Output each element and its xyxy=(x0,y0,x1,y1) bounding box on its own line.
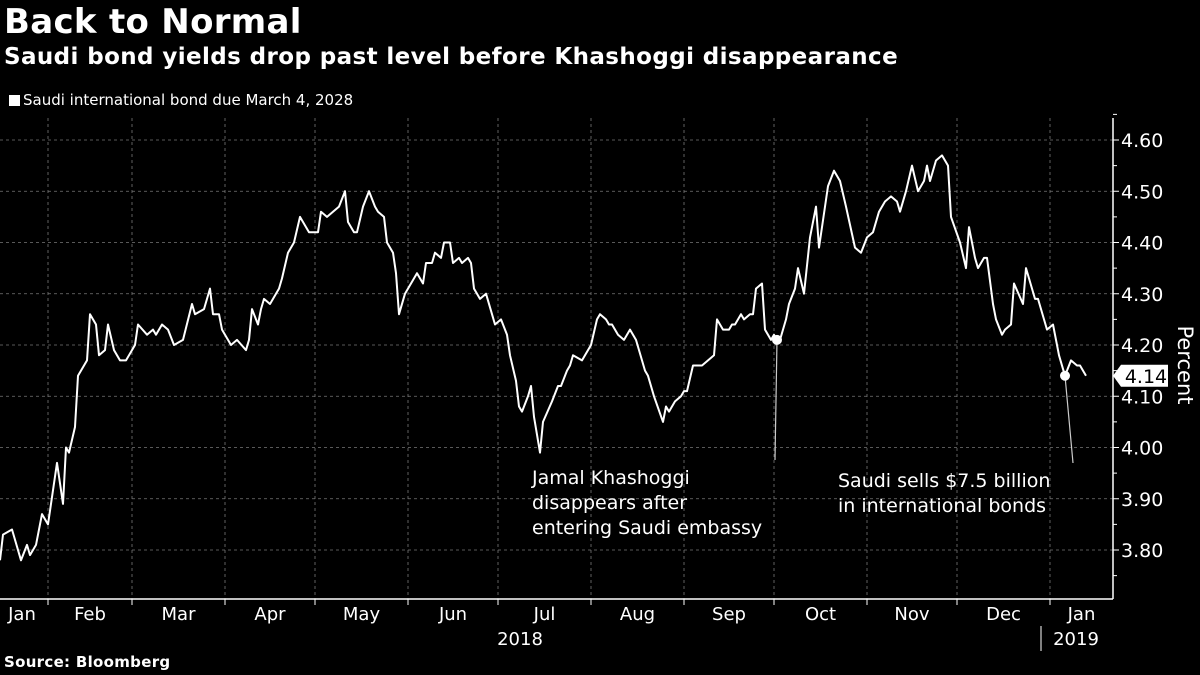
source-note: Source: Bloomberg xyxy=(4,653,171,671)
x-tick-label: Apr xyxy=(254,604,286,625)
x-tick-label: Dec xyxy=(986,604,1021,625)
x-tick-label: Nov xyxy=(894,604,929,625)
annotation-text: entering Saudi embassy xyxy=(532,517,762,539)
y-tick-label: 4.50 xyxy=(1121,181,1163,203)
last-value-badge xyxy=(1113,364,1168,387)
x-tick-label: May xyxy=(343,604,381,625)
y-tick-label: 4.60 xyxy=(1121,130,1163,152)
y-tick-label: 4.00 xyxy=(1121,438,1163,460)
y-tick-label: 4.30 xyxy=(1121,284,1163,306)
annotation-marker xyxy=(772,334,782,345)
x-tick-label: Sep xyxy=(712,604,746,625)
year-label: 2019 xyxy=(1053,629,1099,650)
y-tick-label: 4.10 xyxy=(1121,386,1163,408)
y-tick-label: 4.40 xyxy=(1121,233,1163,255)
chart-subtitle: Saudi bond yields drop past level before… xyxy=(4,44,899,70)
x-tick-label: Feb xyxy=(74,604,106,625)
x-tick-label: Oct xyxy=(805,604,836,625)
annotation-text: in international bonds xyxy=(838,495,1046,517)
x-tick-label: Jan xyxy=(7,604,36,625)
x-tick-label: Aug xyxy=(620,604,655,625)
x-tick-label: Mar xyxy=(162,604,197,625)
y-axis-title: Percent xyxy=(1173,325,1197,404)
legend-label: Saudi international bond due March 4, 20… xyxy=(23,91,354,109)
year-label: 2018 xyxy=(497,629,543,650)
annotation-text: Jamal Khashoggi xyxy=(531,467,690,489)
y-tick-label: 3.90 xyxy=(1121,489,1163,511)
annotation-marker xyxy=(1060,370,1070,381)
annotation-text: Saudi sells $7.5 billion xyxy=(838,470,1050,492)
x-tick-label: Jul xyxy=(533,604,556,625)
y-tick-label: 3.80 xyxy=(1121,540,1163,562)
annotation-text: disappears after xyxy=(532,492,687,514)
x-tick-label: Jan xyxy=(1067,604,1096,625)
annotation-leader xyxy=(774,339,778,461)
last-value-label: 4.14 xyxy=(1125,366,1167,388)
annotation-leader xyxy=(1064,375,1074,464)
legend-swatch xyxy=(9,94,20,106)
x-tick-label: Jun xyxy=(438,604,467,625)
legend: Saudi international bond due March 4, 20… xyxy=(9,91,353,109)
y-tick-label: 4.20 xyxy=(1121,335,1163,357)
chart-title: Back to Normal xyxy=(4,2,302,42)
series-line xyxy=(0,154,1087,562)
